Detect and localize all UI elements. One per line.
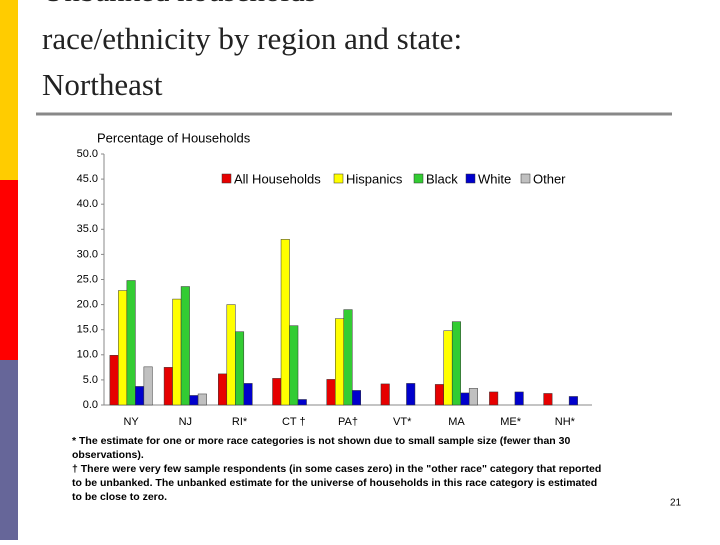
legend-label: White [478,171,511,186]
page-number: 21 [670,498,682,509]
y-tick-label: 5.0 [83,374,98,386]
y-tick-label: 20.0 [77,299,98,311]
bar [235,331,245,406]
x-tick-label: CT † [282,416,306,428]
chart-title: Percentage of Households [97,130,251,145]
legend-swatch [465,173,476,184]
bar [460,392,470,406]
x-tick-label: VT* [393,416,412,428]
x-tick-label: PA† [338,416,358,428]
bar [272,378,282,406]
footnote: to be unbanked. The unbanked estimate fo… [72,477,597,489]
legend-swatch [221,173,232,184]
y-tick-label: 50.0 [77,148,98,160]
y-tick-label: 0.0 [83,399,98,411]
legend-label: Hispanics [346,171,403,186]
bar [126,280,136,406]
footnote: * The estimate for one or more race cate… [72,435,570,447]
slide-title: Unbanked households [42,0,317,8]
bar [297,399,307,406]
legend-swatch [413,173,424,184]
legend-label: Other [533,171,566,186]
x-tick-label: ME* [500,416,522,428]
footnote: to be close to zero. [72,491,167,503]
bar [468,388,478,406]
x-tick-label: NH* [555,416,576,428]
bar [335,318,344,406]
y-tick-label: 45.0 [77,173,98,185]
bar [489,391,499,406]
stripe [0,0,18,180]
bar [163,367,173,406]
bar [343,309,353,406]
bar [197,393,207,406]
bar [118,290,128,406]
bar [451,321,461,406]
y-tick-label: 25.0 [77,273,98,285]
bar [189,395,199,406]
bar [326,379,336,406]
legend-swatch [520,173,531,184]
bar [218,373,228,406]
bar [406,383,416,406]
y-tick-label: 35.0 [77,223,98,235]
x-tick-label: NJ [179,416,192,428]
bar [543,393,553,406]
bar [172,298,182,406]
legend-swatch [333,173,344,184]
bar [568,396,578,406]
bar [443,330,453,406]
bar [514,391,524,406]
y-tick-label: 40.0 [77,198,98,210]
slide-title: Northeast [42,67,163,102]
y-tick-label: 10.0 [77,349,98,361]
footnote: observations). [72,449,144,461]
bar [109,355,119,406]
stripe [0,180,18,360]
bar [380,383,390,406]
legend-label: Black [426,171,458,186]
x-tick-label: RI* [232,416,248,428]
y-tick-label: 30.0 [77,248,98,260]
bar [280,239,290,406]
slide-title: race/ethnicity by region and state: [42,21,462,56]
legend-label: All Households [234,171,321,186]
footnote: † There were very few sample respondents… [72,463,601,475]
bar [243,383,253,406]
bar [226,304,236,406]
x-tick-label: MA [448,416,465,428]
bar [180,286,190,406]
bar [289,325,299,406]
stripe [0,360,18,540]
x-tick-label: NY [123,416,139,428]
bar [143,366,153,406]
bar [135,386,145,406]
bar [352,390,361,406]
bar [434,384,444,406]
y-tick-label: 15.0 [77,324,98,336]
